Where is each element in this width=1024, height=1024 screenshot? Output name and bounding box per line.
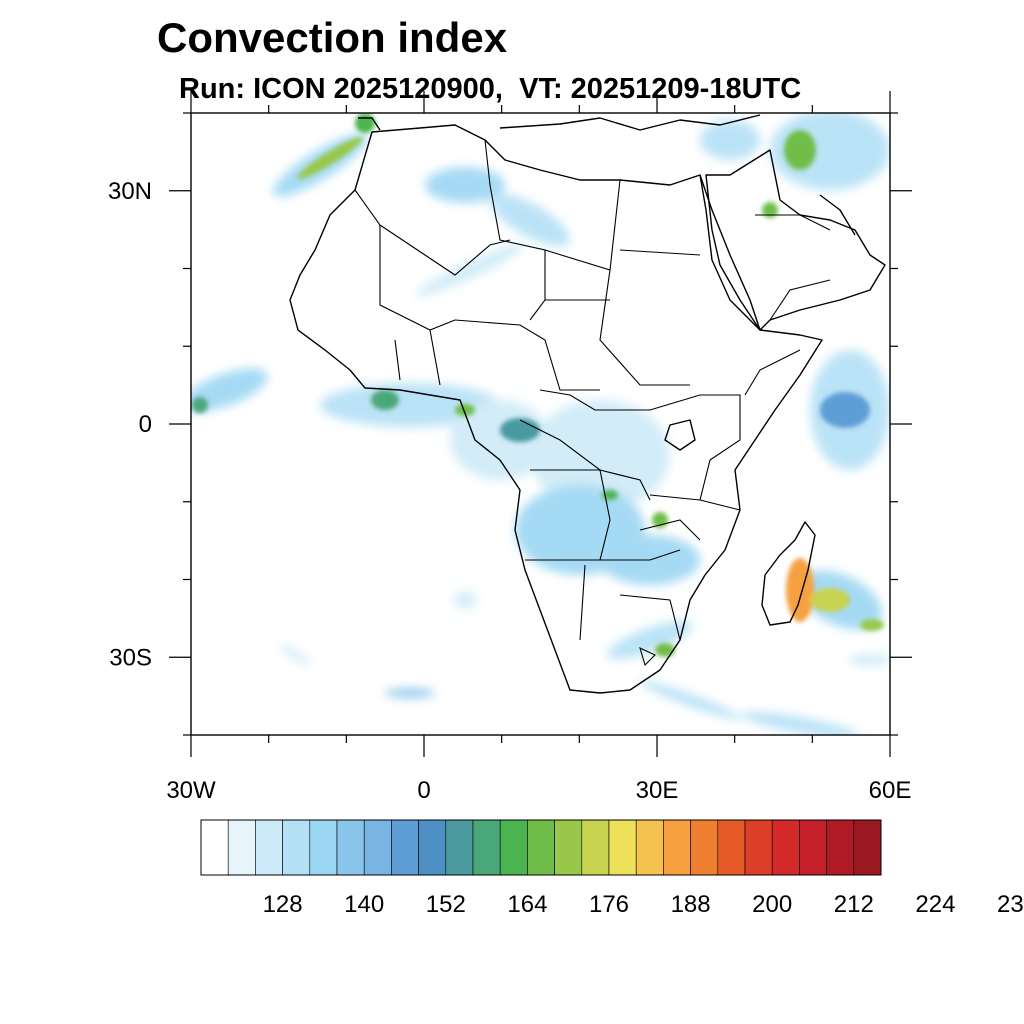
colorbar: 128 140 152 164 176 188 200 212 224 236 [200,819,1024,918]
lon-tick-label: 0 [417,777,430,804]
colorbar-swatch [309,819,338,876]
colorbar-swatch [771,819,800,876]
lat-tick-label: 30S [109,644,152,671]
colorbar-swatch [554,819,583,876]
colorbar-swatch [255,819,283,876]
colorbar-swatch [363,819,392,876]
colorbar-label: 164 [507,891,547,918]
axis-labels: 30W 0 30E 60E 30N 0 30S [108,178,911,804]
colorbar-swatch [744,819,773,876]
colorbar-swatch [635,819,664,876]
mediterranean-north [499,114,761,131]
convection-field [191,113,890,735]
colorbar-label: 128 [263,891,303,918]
colorbar-swatch [581,819,610,876]
lon-tick-label: 60E [869,777,912,804]
lon-tick-label: 30W [166,777,216,804]
field-light [191,113,890,735]
colorbar-swatch [717,819,746,876]
lake-victoria [664,419,696,451]
chart-subtitle: Run: ICON 2025120900, VT: 20251209-18UTC [179,73,802,105]
colorbar-swatch [418,819,447,876]
country-borders [354,139,831,667]
colorbar-swatch [391,819,419,876]
lon-tick-label: 30E [636,777,679,804]
colorbar-swatch [663,819,691,876]
colorbar-swatch [690,819,719,876]
colorbar-swatch [200,819,229,876]
colorbar-swatch [853,819,882,876]
lat-tick-label: 30N [108,178,152,205]
colorbar-swatch [227,819,256,876]
colorbar-swatch [799,819,827,876]
caspian-gulf [819,194,856,236]
colorbar-swatch [336,819,365,876]
colorbar-swatch [499,819,528,876]
iberia-coast [358,117,381,131]
madagascar-coast [761,521,816,626]
colorbar-frame [200,819,882,876]
arabia-coast [705,149,886,331]
colorbar-label: 176 [589,891,629,918]
colorbar-swatch [826,819,855,876]
colorbar-swatch [608,819,637,876]
colorbar-swatch [282,819,311,876]
colorbar-label: 200 [752,891,792,918]
colorbar-label: 212 [834,891,874,918]
red-sea-coast [699,174,761,331]
lat-tick-label: 0 [139,411,152,438]
colorbar-label: 152 [426,891,466,918]
colorbar-swatch [472,819,501,876]
colorbar-swatch [527,819,555,876]
colorbar-swatch [445,819,474,876]
colorbar-label: 188 [671,891,711,918]
chart-title: Convection index [157,14,508,61]
axis-ticks [169,91,912,757]
colorbar-label: 224 [915,891,955,918]
colorbar-label: 140 [344,891,384,918]
colorbar-label: 236 [997,891,1024,918]
